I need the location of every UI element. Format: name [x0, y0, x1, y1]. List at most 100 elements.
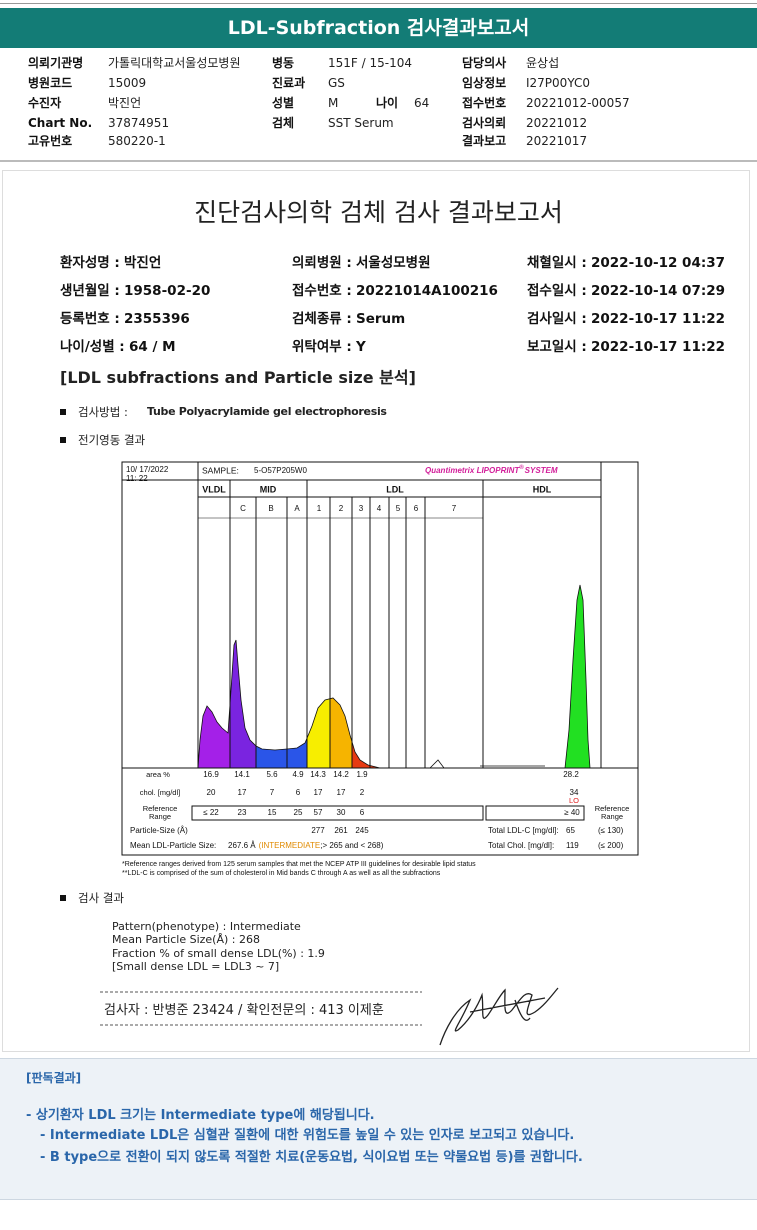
patient-label: 검사일시 :: [527, 311, 587, 327]
particle-label: Particle-Size (Å): [130, 826, 188, 835]
header-title: LDL-Subfraction 검사결과보고서: [0, 8, 757, 48]
ref-value: 23: [238, 808, 247, 817]
patient-label: 등록번호 :: [60, 311, 120, 327]
band-label: B: [268, 504, 273, 513]
info-label: 고유번호: [28, 134, 73, 148]
info-label: 진료과: [272, 76, 306, 90]
chol-value: 20: [207, 788, 216, 797]
mean-value: 267.6 Å (INTERMEDIATE;> 265 and < 268): [228, 841, 384, 850]
row-label: chol. [mg/dl]: [140, 788, 180, 797]
result-line: Mean Particle Size(Å) : 268: [112, 933, 260, 947]
chart-frame: [121, 461, 639, 856]
interpretation-line: - Intermediate LDL은 심혈관 질환에 대한 위험도를 높일 수…: [40, 1128, 575, 1143]
info-value: 580220-1: [108, 134, 166, 148]
row-label: area %: [146, 770, 170, 779]
area-hdl: 28.2: [563, 770, 579, 779]
ref-value: ≤ 22: [203, 808, 219, 817]
sample-label: SAMPLE:: [202, 465, 239, 475]
info-value: 박진언: [108, 96, 142, 110]
patient-label: 나이/성별 :: [60, 339, 125, 355]
report-frame: [2, 170, 750, 1052]
group-label: VLDL: [202, 484, 226, 494]
brand-name: Quantimetrix LIPOPRINT: [425, 466, 520, 475]
trace-fill: [198, 585, 590, 768]
info-label: 수진자: [28, 96, 62, 110]
info-value: GS: [328, 76, 345, 90]
bullet: [60, 437, 66, 443]
area-value: 4.9: [292, 770, 304, 779]
group-label: LDL: [386, 484, 404, 494]
info-label: 나이: [376, 96, 399, 110]
separator: [0, 160, 757, 162]
info-label: 검체: [272, 116, 295, 130]
group-label: MID: [260, 484, 277, 494]
method-label: 검사방법 :: [78, 405, 128, 419]
group-label: HDL: [533, 484, 552, 494]
bullet: [60, 409, 66, 415]
particle-value: 277: [311, 826, 325, 835]
patient-value: 2022-10-17 11:22: [591, 339, 726, 355]
ref-label: Range: [149, 812, 171, 821]
info-label: 접수번호: [462, 96, 507, 110]
report-title: 진단검사의학 검체 검사 결과보고서: [194, 198, 563, 227]
info-value: 64: [414, 96, 430, 110]
info-label: 임상정보: [462, 76, 507, 90]
result-line: Pattern(phenotype) : Intermediate: [112, 920, 301, 933]
chart-time: 11: 22: [126, 474, 148, 483]
ref-hdl: ≥ 40: [564, 808, 580, 817]
area-value: 14.1: [234, 770, 250, 779]
brand: Quantimetrix LIPOPRINT®SYSTEM: [425, 464, 558, 476]
patient-value: 64 / M: [129, 339, 176, 355]
info-value: 151F / 15-104: [328, 56, 412, 70]
chol-value: 17: [337, 788, 346, 797]
total-ldl: 65: [566, 826, 575, 835]
info-label: 성별: [272, 96, 295, 110]
patient-label: 보고일시 :: [527, 339, 587, 355]
area-value: 14.2: [333, 770, 349, 779]
ref-label: Reference: [143, 804, 178, 813]
chol-value: 17: [238, 788, 247, 797]
info-value: 윤상섭: [526, 56, 560, 70]
area-value: 14.3: [310, 770, 326, 779]
area-value: 16.9: [203, 770, 219, 779]
info-value: 15009: [108, 76, 147, 90]
band-label: 4: [377, 504, 382, 513]
chart-date: 10/ 17/2022: [126, 465, 169, 474]
result-label: 검사 결과: [78, 891, 124, 905]
brand-suffix: SYSTEM: [525, 466, 558, 475]
total-ldl-label: Total LDL-C [mg/dl]:: [488, 826, 559, 835]
interpretation-line: - B type으로 전환이 되지 않도록 적절한 치료(운동요법, 식이요법 …: [40, 1150, 583, 1165]
info-value: M: [328, 96, 339, 110]
patient-value: 2022-10-17 11:22: [591, 311, 726, 327]
info-value: 20221012-00057: [526, 96, 630, 110]
band-label: 6: [414, 504, 419, 513]
section-title: [LDL subfractions and Particle size 분석]: [60, 368, 416, 387]
ref-label: Reference: [595, 804, 630, 813]
sample-id: 5-O57P205W0: [254, 466, 307, 475]
band-label: 5: [396, 504, 401, 513]
chol-value: 6: [296, 788, 301, 797]
ref-value: 57: [314, 808, 323, 817]
band-label: 2: [339, 504, 344, 513]
electro-label: 전기영동 결과: [78, 433, 146, 447]
band-label: C: [240, 504, 246, 513]
patient-value: 1958-02-20: [124, 283, 211, 299]
info-label: 병동: [272, 56, 295, 70]
particle-value: 261: [334, 826, 348, 835]
interpretation-line: - 상기환자 LDL 크기는 Intermediate type에 해당됩니다.: [26, 1108, 375, 1123]
info-value: 20221012: [526, 116, 588, 130]
ref-value: 30: [337, 808, 346, 817]
ref-value: 6: [360, 808, 365, 817]
ref-label: Range: [601, 812, 623, 821]
chol-hdl: 34: [570, 788, 579, 797]
patient-label: 의뢰병원 :: [292, 255, 352, 271]
area-value: 1.9: [356, 770, 368, 779]
total-chol-ref: (≤ 200): [598, 841, 624, 850]
signature-scribble: [439, 987, 559, 1046]
chol-value: 2: [360, 788, 365, 797]
info-value: 37874951: [108, 116, 170, 130]
signature: 검사자 : 반병준 23424 / 확인전문의 : 413 이제훈: [104, 1003, 384, 1018]
result-line: [Small dense LDL = LDL3 ~ 7]: [112, 959, 280, 973]
